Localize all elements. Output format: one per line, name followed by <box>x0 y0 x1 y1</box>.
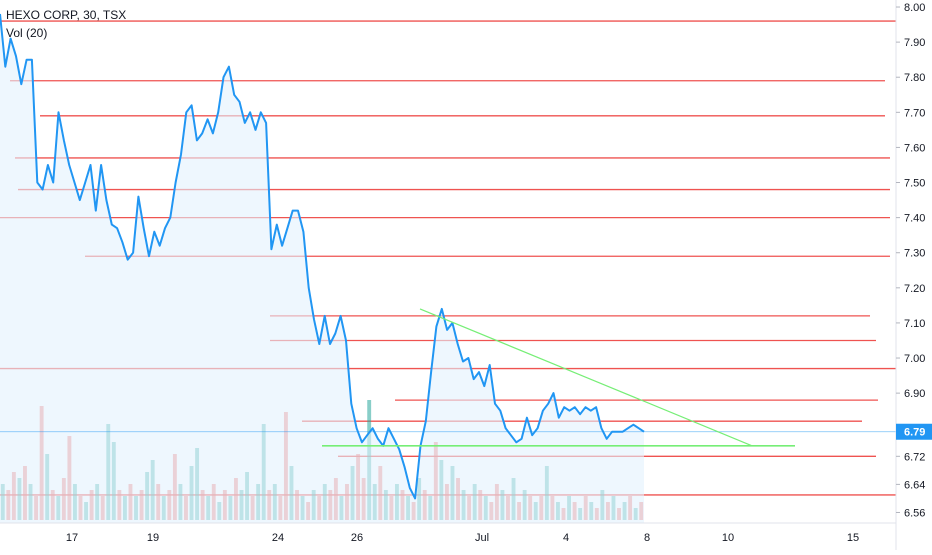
last-price-badge: 6.79 <box>896 423 932 440</box>
x-tick-label: 19 <box>147 532 159 544</box>
y-tick-label: 7.80 <box>904 72 925 84</box>
y-tick-label: 7.30 <box>904 248 925 260</box>
x-tick-label: 4 <box>563 532 569 544</box>
y-tick-label: 7.50 <box>904 178 925 190</box>
price-line <box>0 13 896 500</box>
y-tick-label: 6.56 <box>904 507 925 519</box>
price-series-line <box>0 13 645 500</box>
time-axis: 17 19 24 26 Jul 4 8 10 15 <box>0 522 896 544</box>
price-area <box>0 14 644 523</box>
y-tick-label: 7.00 <box>904 353 925 365</box>
x-tick-label: 15 <box>847 532 859 544</box>
symbol-legend[interactable]: HEXO CORP, 30, TSX <box>6 8 126 22</box>
last-price-badge-bg <box>896 423 932 440</box>
y-tick-label: 7.60 <box>904 142 925 154</box>
trend-lines <box>322 308 795 447</box>
x-tick-label: 17 <box>66 532 78 544</box>
last-price-badge-label: 6.79 <box>904 427 925 439</box>
price-axis: 8.00 7.90 7.80 7.70 7.60 7.50 7.40 7.30 7.20 7.10… <box>895 0 925 550</box>
volume-legend[interactable]: Vol (20) <box>6 26 47 40</box>
x-tick-label: 24 <box>272 532 284 544</box>
y-tick-label: 8.00 <box>904 2 925 14</box>
volume-indicator-label: Vol (20) <box>6 26 48 40</box>
x-tick-label: 10 <box>722 532 734 544</box>
y-tick-label: 7.90 <box>904 37 925 49</box>
descending-trend-line <box>419 308 753 447</box>
x-tick-label: 26 <box>351 532 363 544</box>
y-tick-label: 7.10 <box>904 318 925 330</box>
y-tick-label: 7.20 <box>904 283 925 295</box>
symbol-title: HEXO CORP, 30, TSX <box>6 8 127 22</box>
y-tick-label: 6.90 <box>904 388 925 400</box>
y-tick-label: 6.64 <box>904 479 925 491</box>
y-tick-label: 7.40 <box>904 213 925 225</box>
x-tick-label: 8 <box>644 532 650 544</box>
x-tick-label: Jul <box>475 532 489 544</box>
y-tick-label: 7.70 <box>904 107 925 119</box>
price-area-fill <box>0 14 644 523</box>
y-tick-label: 6.72 <box>904 451 925 463</box>
